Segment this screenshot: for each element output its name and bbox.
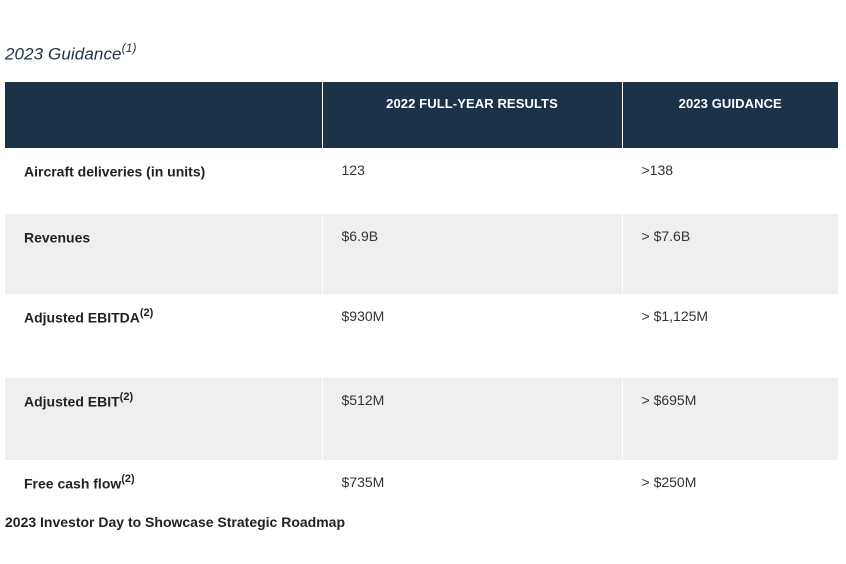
header-2022-results: 2022 FULL-YEAR RESULTS xyxy=(321,82,622,148)
guidance-2023-cell: > $695M xyxy=(621,378,838,460)
guidance-2023-cell: >138 xyxy=(621,148,838,214)
metric-label: Adjusted EBITDA xyxy=(24,309,140,326)
guidance-2023-cell: > $7.6B xyxy=(621,214,838,294)
metric-cell: Free cash flow(2) xyxy=(5,460,322,532)
metric-label: Revenues xyxy=(24,229,91,246)
table-row: Free cash flow(2) $735M > $250M xyxy=(5,460,838,532)
footnote-ref: (2) xyxy=(119,391,134,403)
guidance-table: 2022 FULL-YEAR RESULTS 2023 GUIDANCE Air… xyxy=(5,82,838,532)
footnote-ref: (2) xyxy=(139,307,154,319)
header-metric xyxy=(5,82,322,148)
results-2022-cell: $512M xyxy=(321,378,622,460)
table-row: Adjusted EBIT(2) $512M > $695M xyxy=(5,378,838,460)
title-footnote-ref: (1) xyxy=(121,41,137,55)
section-title-text: 2023 Guidance xyxy=(5,44,122,64)
metric-cell: Aircraft deliveries (in units) xyxy=(5,148,322,214)
metric-cell: Adjusted EBITDA(2) xyxy=(5,294,322,378)
metric-cell: Revenues xyxy=(5,214,322,294)
header-2023-guidance: 2023 GUIDANCE xyxy=(621,82,838,148)
table-row: Revenues $6.9B > $7.6B xyxy=(5,214,838,294)
guidance-2023-cell: > $250M xyxy=(621,460,838,532)
metric-label: Adjusted EBIT xyxy=(24,393,120,410)
table-row: Aircraft deliveries (in units) 123 >138 xyxy=(5,148,838,214)
results-2022-cell: $6.9B xyxy=(321,214,622,294)
investor-day-subheading: 2023 Investor Day to Showcase Strategic … xyxy=(5,514,346,530)
table-row: Adjusted EBITDA(2) $930M > $1,125M xyxy=(5,294,838,378)
metric-cell: Adjusted EBIT(2) xyxy=(5,378,322,460)
metric-label: Free cash flow xyxy=(24,475,122,492)
guidance-2023-cell: > $1,125M xyxy=(621,294,838,378)
footnote-ref: (2) xyxy=(121,473,135,485)
results-2022-cell: $930M xyxy=(321,294,622,378)
section-title: 2023 Guidance(1) xyxy=(5,41,137,65)
metric-label: Aircraft deliveries (in units) xyxy=(24,163,206,180)
results-2022-cell: $735M xyxy=(321,460,622,532)
results-2022-cell: 123 xyxy=(321,148,622,214)
table-header-row: 2022 FULL-YEAR RESULTS 2023 GUIDANCE xyxy=(5,82,838,148)
